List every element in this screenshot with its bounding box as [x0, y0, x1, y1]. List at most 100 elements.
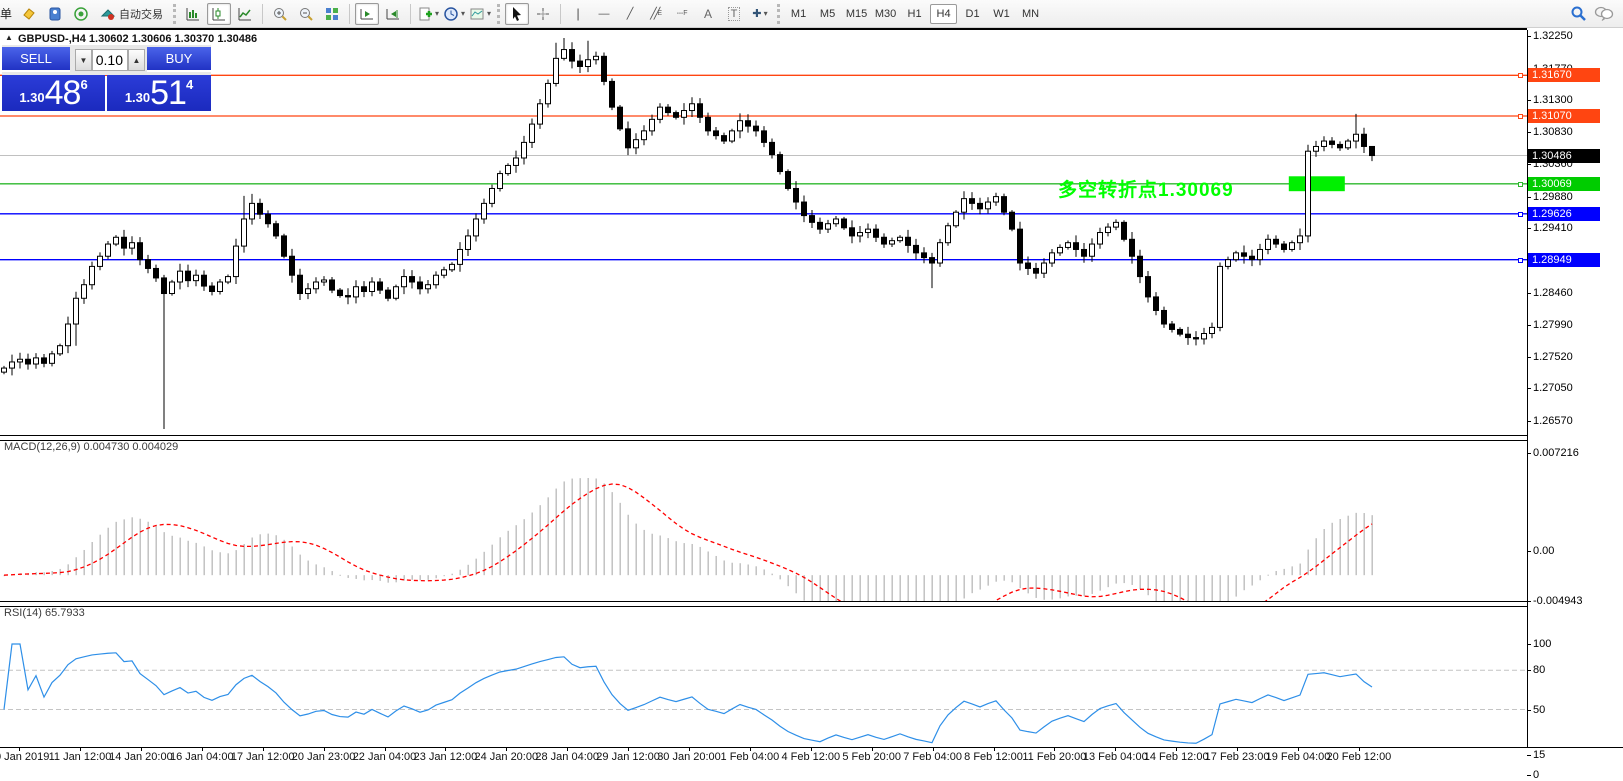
- date-tick: [506, 747, 508, 751]
- sell-price-pips: 48: [44, 74, 82, 112]
- date-tick-label: 30 Jan 20:00: [657, 751, 721, 763]
- zoom-out-button[interactable]: [294, 3, 318, 25]
- macd-histogram-bar: [187, 540, 189, 576]
- timeframe-w1[interactable]: W1: [993, 7, 1010, 20]
- date-tick: [384, 747, 386, 751]
- chat-bubbles-icon: [1594, 6, 1614, 21]
- pane-separator[interactable]: [0, 435, 1527, 441]
- shapes-tool[interactable]: ✚ ▾: [748, 3, 772, 25]
- crosshair-button[interactable]: [531, 3, 555, 25]
- macd-histogram-bar: [723, 560, 725, 576]
- macd-histogram-bar: [491, 544, 493, 576]
- equidistant-channel-tool[interactable]: ╱╱ E: [644, 3, 668, 25]
- timeframe-m30[interactable]: M30: [874, 7, 897, 20]
- pane-separator[interactable]: [0, 601, 1527, 607]
- date-tick-label: 7 Feb 04:00: [903, 751, 962, 763]
- price-chart-canvas[interactable]: [0, 30, 1527, 435]
- toolbar-drag-handle[interactable]: [173, 3, 176, 24]
- order-ticket-icon[interactable]: [17, 3, 41, 25]
- zoom-in-button[interactable]: [268, 3, 292, 25]
- macd-histogram-bar: [1331, 522, 1333, 576]
- macd-histogram-bar: [203, 546, 205, 576]
- macd-histogram-bar: [1091, 575, 1093, 594]
- indicators-button[interactable]: ▾: [416, 3, 440, 25]
- price-tick-label: 1.28460: [1533, 286, 1573, 299]
- timeframe-h4[interactable]: H4: [930, 3, 958, 24]
- periods-button[interactable]: ▾: [442, 3, 466, 25]
- chat-button[interactable]: [1592, 2, 1616, 24]
- rsi-tick-label: 15: [1533, 749, 1546, 762]
- navigator-icon[interactable]: [43, 3, 67, 25]
- macd-histogram-bar: [571, 478, 573, 576]
- market-watch-icon[interactable]: [69, 3, 93, 25]
- macd-histogram-bar: [755, 566, 757, 576]
- buy-price-display[interactable]: 1.30 51 4: [107, 75, 211, 111]
- macd-histogram-bar: [771, 573, 773, 576]
- macd-histogram-bar: [43, 572, 45, 576]
- buy-button[interactable]: BUY: [147, 47, 211, 72]
- macd-pane-canvas[interactable]: [0, 439, 1527, 601]
- macd-histogram-bar: [211, 550, 213, 576]
- sell-price-display[interactable]: 1.30 48 6: [2, 75, 105, 111]
- cursor-button[interactable]: [505, 2, 530, 25]
- timeframe-m5[interactable]: M5: [819, 7, 836, 20]
- volume-input[interactable]: [92, 49, 128, 71]
- rsi-pane-canvas[interactable]: [0, 605, 1527, 747]
- volume-decrease-button[interactable]: ▼: [75, 49, 92, 71]
- vertical-line-tool[interactable]: |: [566, 3, 590, 25]
- line-anchor-marker[interactable]: [1518, 73, 1523, 79]
- date-tick-label: 23 Jan 12:00: [413, 751, 478, 763]
- fibonacci-tool[interactable]: ┄ F: [670, 3, 694, 25]
- line-chart-button[interactable]: [233, 3, 257, 25]
- macd-histogram-bar: [875, 575, 877, 601]
- timeframe-d1[interactable]: D1: [965, 7, 980, 20]
- macd-histogram-bar: [915, 575, 917, 601]
- auto-scroll-button[interactable]: [355, 2, 379, 25]
- timeframe-m15[interactable]: M15: [845, 7, 868, 20]
- macd-histogram-bar: [1323, 529, 1325, 576]
- timeframe-mn[interactable]: MN: [1021, 7, 1040, 20]
- bar-chart-button[interactable]: [181, 3, 205, 25]
- tile-windows-button[interactable]: [320, 3, 344, 25]
- text-tool-icon: A: [704, 6, 713, 21]
- templates-button[interactable]: ▾: [468, 3, 492, 25]
- highlight-rectangle[interactable]: [1288, 176, 1345, 192]
- text-label-tool[interactable]: T: [722, 3, 746, 25]
- price-tick-label: 1.32250: [1533, 30, 1573, 42]
- date-tick: [1358, 747, 1360, 751]
- macd-histogram-bar: [451, 573, 453, 576]
- line-anchor-marker[interactable]: [1518, 211, 1523, 217]
- macd-histogram-bar: [227, 553, 229, 576]
- pivot-annotation-text[interactable]: 多空转折点1.30069: [1058, 180, 1234, 201]
- autotrading-button[interactable]: 自动交易: [95, 3, 168, 25]
- date-tick-label: 5 Feb 20:00: [842, 751, 902, 763]
- axis-tick: [1527, 755, 1531, 757]
- toolbar-drag-handle[interactable]: [497, 3, 501, 24]
- timeframe-m1[interactable]: M1: [790, 7, 807, 20]
- sell-price-point: 6: [80, 77, 88, 92]
- macd-histogram-bar: [443, 575, 445, 577]
- text-tool[interactable]: A: [696, 3, 720, 25]
- sell-button[interactable]: SELL: [2, 47, 70, 72]
- horizontal-line-tool[interactable]: —: [592, 3, 616, 25]
- date-tick: [1054, 747, 1056, 751]
- macd-histogram-bar: [595, 478, 597, 576]
- new-order-button[interactable]: 单: [0, 7, 13, 21]
- line-anchor-marker[interactable]: [1518, 113, 1523, 119]
- macd-histogram-bar: [467, 564, 469, 576]
- trendline-tool[interactable]: ╱: [618, 3, 642, 25]
- line-anchor-marker[interactable]: [1518, 181, 1523, 187]
- template-icon: [470, 8, 484, 19]
- toolbar-drag-handle[interactable]: [777, 3, 781, 24]
- timeframe-h1[interactable]: H1: [907, 7, 922, 20]
- date-tick-label: 1 Feb 04:00: [720, 751, 780, 763]
- line-anchor-marker[interactable]: [1518, 257, 1523, 263]
- candlestick-chart-button[interactable]: [207, 2, 231, 25]
- rsi-tick-label: 50: [1533, 703, 1546, 716]
- volume-increase-button[interactable]: ▲: [128, 49, 145, 71]
- search-button[interactable]: [1566, 2, 1590, 24]
- toolbar-separator: [349, 3, 350, 24]
- chart-shift-button[interactable]: [381, 3, 405, 25]
- one-click-collapse-arrow[interactable]: ▲: [5, 33, 13, 42]
- macd-histogram-bar: [483, 551, 485, 576]
